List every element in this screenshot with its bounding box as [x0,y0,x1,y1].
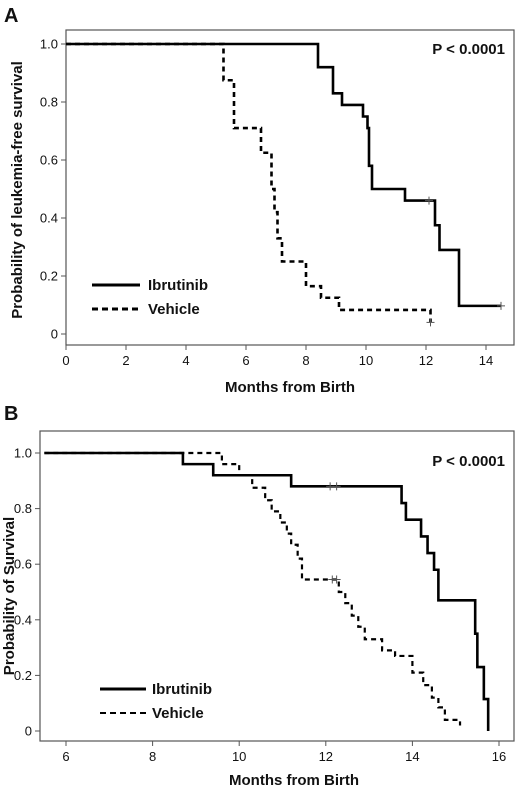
panel-b-legend: Ibrutinib Vehicle [100,681,212,722]
panel-a-vehicle-curve [66,42,432,323]
panel-b-y-tick-label: 0.6 [14,557,32,572]
panel-a-ibrutinib-censor-mark [425,196,433,205]
panel-a-x-tick-label: 12 [419,353,433,368]
panel-b-y-tick-label: 1.0 [14,446,32,461]
panel-b-x-axis-title: Months from Birth [229,772,359,789]
panel-a-x-tick-label: 6 [242,353,249,368]
panel-b-ibrutinib-censor-mark [332,482,341,491]
panel-a-p-value: P < 0.0001 [432,41,505,58]
panel-a-y-tick-label: 0.6 [40,153,58,168]
panel-b-series [44,451,490,731]
panel-b-x-tick-label: 6 [62,749,69,764]
panel-b-p-value: P < 0.0001 [432,453,505,470]
panel-a-x-tick-label: 14 [479,353,493,368]
panel-a-series [66,42,505,327]
panel-b-x-tick-label: 16 [492,749,506,764]
panel-a-x-tick-label: 8 [302,353,309,368]
panel-a-y-tick-label: 0 [51,327,58,342]
panel-a-y-tick-label: 0.2 [40,269,58,284]
panel-a-axes: 0 2 4 6 8 10 12 14 0 0.2 0.4 0.6 0.8 1.0 [40,37,493,369]
panel-b-axes: 6 8 10 12 14 16 0 0.2 0.4 0.6 0.8 1.0 [14,446,506,765]
panel-b-legend-ibrutinib-label: Ibrutinib [152,681,212,698]
panel-b-x-tick-label: 14 [405,749,419,764]
panel-b-y-tick-label: 0 [25,724,32,739]
panel-a-y-axis-title: Probability of leukemia-free survival [9,61,26,319]
panel-a-y-tick-label: 1.0 [40,37,58,52]
panel-a-y-tick-label: 0.8 [40,95,58,110]
panel-b-letter: B [4,403,18,425]
panel-b-legend-vehicle-label: Vehicle [152,705,204,722]
panel-a-x-tick-label: 10 [359,353,373,368]
panel-b-y-axis-title: Probability of Survival [1,517,18,675]
panel-b-y-tick-label: 0.8 [14,501,32,516]
panel-a-legend-vehicle-label: Vehicle [148,301,200,318]
panel-a-x-axis-title: Months from Birth [225,379,355,396]
panel-a-x-tick-label: 4 [182,353,189,368]
panel-a-letter: A [4,5,18,27]
panel-a-x-tick-label: 2 [122,353,129,368]
panel-b-vehicle-curve [44,451,462,726]
panel-b-x-tick-label: 10 [232,749,246,764]
panel-a-ibrutinib-censor-mark [497,301,505,310]
panel-b-x-tick-label: 12 [319,749,333,764]
panel-a-x-tick-label: 0 [62,353,69,368]
panel-b-x-tick-label: 8 [149,749,156,764]
panel-a-legend: Ibrutinib Vehicle [92,277,208,318]
panel-a-plot-frame [65,29,515,346]
panel-b-plot-frame [39,430,515,742]
panel-a-legend-ibrutinib-label: Ibrutinib [148,277,208,294]
panel-a: A 0 2 4 6 8 10 12 14 0 0.2 0.4 0.6 0.8 1.0 P < 0.0001… [4,5,515,396]
panel-a-ibrutinib-curve [66,42,501,308]
panel-a-vehicle-censor-mark [426,318,435,327]
panel-b-y-tick-label: 0.4 [14,612,32,627]
panel-a-y-tick-label: 0.4 [40,211,58,226]
panel-b-vehicle-censor-mark [332,575,341,584]
panel-b-y-tick-label: 0.2 [14,668,32,683]
